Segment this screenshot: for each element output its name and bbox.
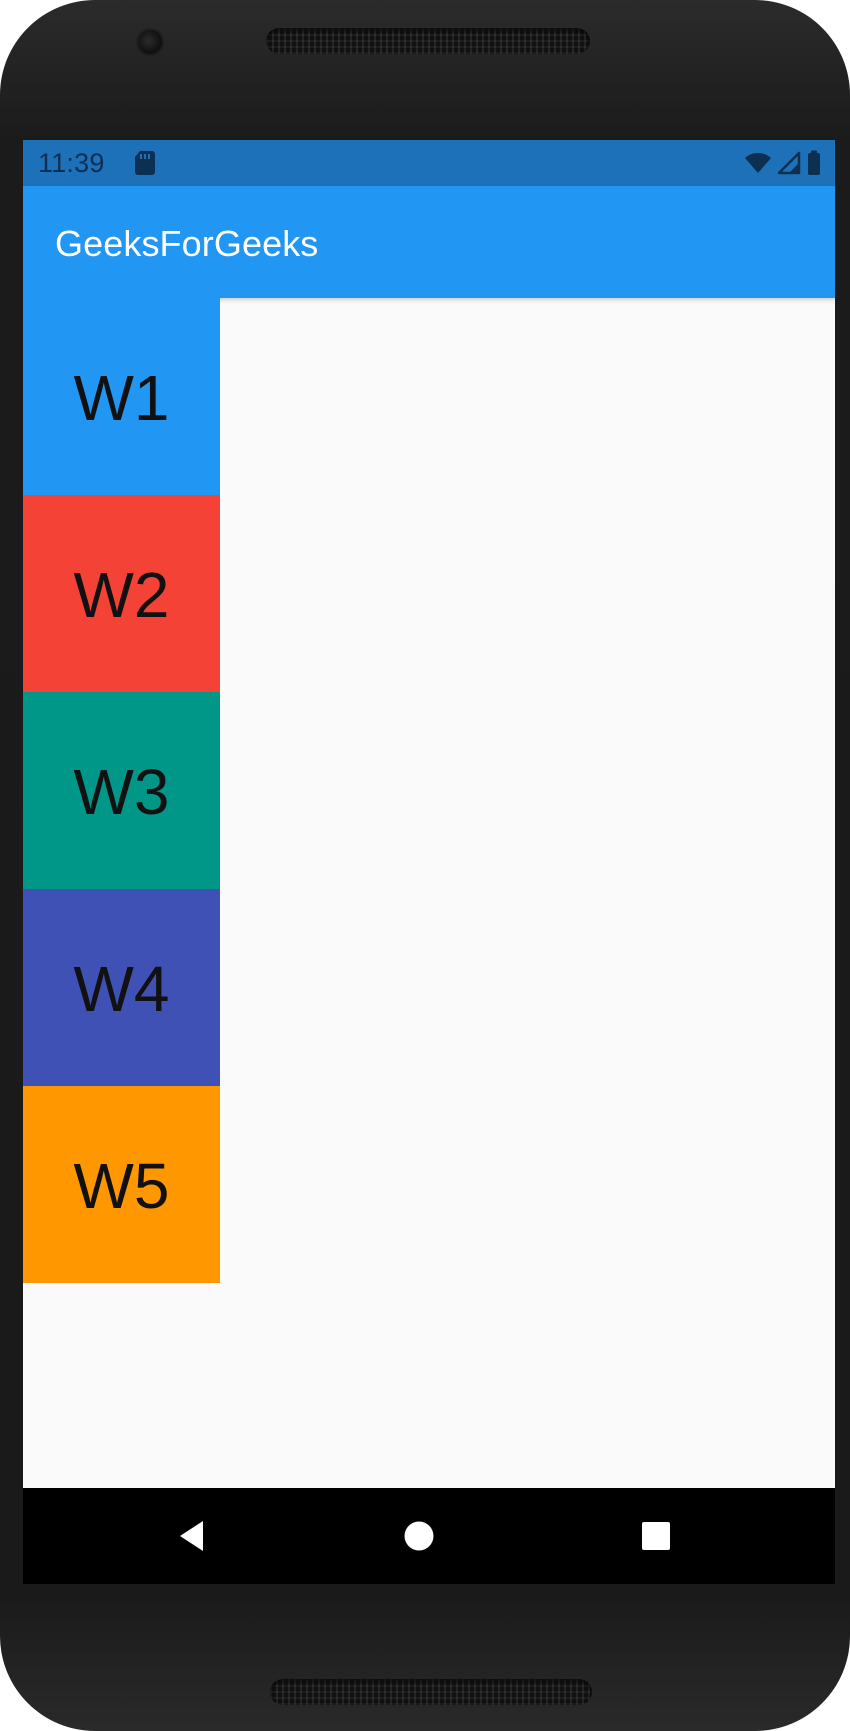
navigation-bar	[23, 1488, 835, 1584]
tile-w1-label: W1	[73, 361, 170, 434]
home-button[interactable]	[391, 1508, 447, 1564]
front-camera	[136, 28, 164, 56]
tile-w5: W5	[23, 1086, 220, 1283]
wifi-icon	[745, 152, 771, 174]
tile-w2: W2	[23, 495, 220, 692]
signal-icon	[777, 151, 801, 175]
status-icons	[745, 150, 821, 176]
back-button[interactable]	[163, 1508, 219, 1564]
back-icon	[175, 1518, 207, 1554]
content-area: W1 W2 W3 W4 W5	[23, 298, 835, 1584]
battery-icon	[807, 150, 821, 176]
tile-w4-label: W4	[73, 952, 170, 1025]
tile-w3: W3	[23, 692, 220, 889]
status-time: 11:39	[38, 148, 105, 178]
tile-w1: W1	[23, 298, 220, 495]
app-bar: GeeksForGeeks	[23, 186, 835, 298]
status-bar: 11:39	[23, 140, 835, 186]
home-icon	[403, 1520, 435, 1552]
tile-w5-label: W5	[73, 1149, 170, 1222]
tile-w4: W4	[23, 889, 220, 1086]
recents-button[interactable]	[628, 1508, 684, 1564]
app-title: GeeksForGeeks	[55, 223, 319, 264]
recents-icon	[641, 1521, 671, 1551]
device-screen: 11:39	[23, 140, 835, 1584]
tile-w2-label: W2	[73, 558, 170, 631]
sd-card-icon	[133, 150, 157, 176]
tile-w3-label: W3	[73, 755, 170, 828]
bottom-speaker	[270, 1679, 592, 1705]
earpiece-speaker	[266, 28, 590, 54]
